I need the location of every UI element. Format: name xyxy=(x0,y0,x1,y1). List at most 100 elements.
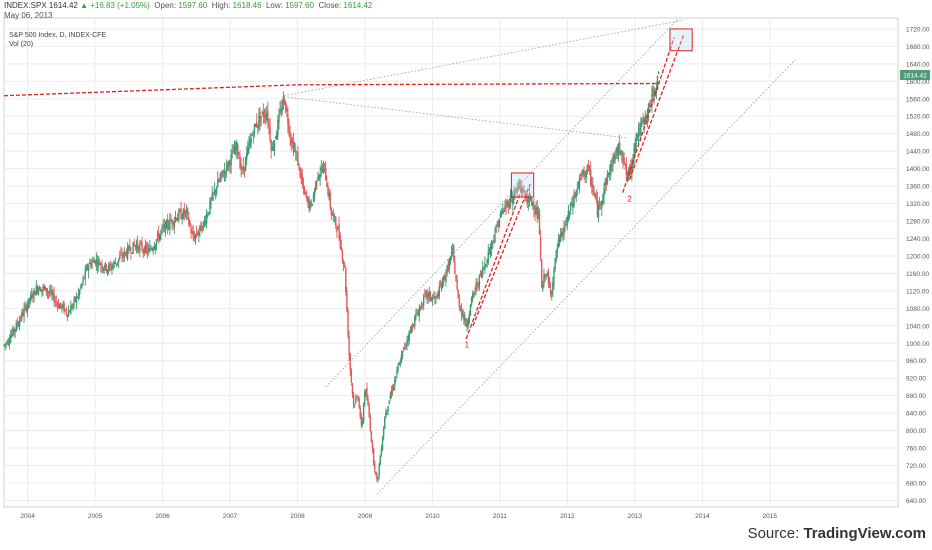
y-tick-label: 1040.00 xyxy=(906,323,930,330)
trendline-gray[interactable] xyxy=(325,17,680,388)
candle-body xyxy=(579,174,582,176)
y-tick-label: 640.00 xyxy=(906,498,926,505)
candle-body xyxy=(189,221,191,227)
candle-body xyxy=(563,226,565,235)
candle-body xyxy=(169,219,171,229)
symbol-header: INDEX:SPX 1614.42 ▲ +16.83 (+1.05%) Open… xyxy=(4,1,372,11)
candle-body xyxy=(238,158,240,159)
highlight-box[interactable] xyxy=(669,28,693,52)
candle-body xyxy=(307,198,309,202)
candle-body xyxy=(46,291,49,293)
candle-body xyxy=(508,204,511,208)
candle-body xyxy=(353,404,356,406)
open-value: 1597.60 xyxy=(178,1,208,10)
candle-body xyxy=(556,247,559,253)
candle-body xyxy=(63,303,65,312)
candle-body xyxy=(87,265,90,272)
candle-body xyxy=(233,146,236,154)
candle-body xyxy=(613,154,615,163)
volume-indicator[interactable]: Vol (20) xyxy=(9,41,34,48)
candle-body xyxy=(242,165,245,170)
candle-body xyxy=(245,152,248,160)
candle-body xyxy=(397,366,399,370)
trendline-red[interactable] xyxy=(472,183,531,327)
candle-body xyxy=(437,295,439,298)
candle-body xyxy=(443,276,445,280)
candle-body xyxy=(618,142,621,153)
wave-annotation[interactable]: 2 xyxy=(627,194,632,203)
candle-body xyxy=(423,295,425,306)
candle-body xyxy=(210,199,212,201)
candle-body xyxy=(448,260,451,269)
candle-body xyxy=(468,314,471,323)
candle-body xyxy=(132,242,134,254)
close-value: 1614.42 xyxy=(343,1,373,10)
low-value: 1597.60 xyxy=(285,1,315,10)
candle-body xyxy=(614,154,616,160)
candle-body xyxy=(578,176,581,186)
y-tick-label: 840.00 xyxy=(906,411,926,418)
candle-body xyxy=(259,112,261,122)
candle-body xyxy=(635,133,638,142)
candle-body xyxy=(282,95,285,105)
trendline-gray[interactable] xyxy=(283,19,684,97)
candle-body xyxy=(547,271,550,283)
candle-body xyxy=(71,305,73,309)
candle-body xyxy=(459,307,462,309)
trendline-red[interactable] xyxy=(622,37,675,193)
candle-body xyxy=(241,168,243,170)
x-tick-label: 2004 xyxy=(20,513,35,520)
candle-body xyxy=(217,179,219,188)
bar-date: May 06, 2013 xyxy=(4,11,53,20)
candle-body xyxy=(482,267,484,276)
x-tick-label: 2015 xyxy=(763,513,778,520)
y-tick-label: 1240.00 xyxy=(906,236,930,243)
candle-body xyxy=(248,144,250,146)
candle-body xyxy=(478,274,481,288)
candle-body xyxy=(195,232,198,235)
candle-body xyxy=(327,186,329,195)
candle-body xyxy=(576,189,579,190)
candle-body xyxy=(352,394,355,405)
trendline-red[interactable] xyxy=(465,188,523,340)
candle-body xyxy=(455,274,457,282)
candle-body xyxy=(116,262,119,263)
candle-body xyxy=(586,164,589,173)
candle-body xyxy=(444,275,446,280)
candle-body xyxy=(625,164,628,176)
candle-body xyxy=(293,149,296,151)
candle-body xyxy=(405,344,407,346)
candle-body xyxy=(15,322,17,331)
trendline-red[interactable] xyxy=(628,35,685,180)
candle-body xyxy=(264,115,267,118)
candle-body xyxy=(548,281,551,288)
candle-body xyxy=(441,278,444,288)
candle-body xyxy=(494,234,496,243)
candle-body xyxy=(351,383,354,395)
candle-body xyxy=(454,261,456,274)
candle-body xyxy=(94,260,96,265)
highlight-box[interactable] xyxy=(510,172,535,198)
candle-body xyxy=(30,295,32,302)
trendline-red[interactable] xyxy=(3,82,660,97)
candle-body xyxy=(429,291,432,300)
series-title[interactable]: S&P 500 Index, D, INDEX-CFE xyxy=(9,32,107,39)
candle-body xyxy=(573,195,575,206)
candle-body xyxy=(224,171,227,174)
candle-body xyxy=(336,228,338,232)
candle-body xyxy=(190,228,192,234)
candle-body xyxy=(222,175,225,177)
candle-body xyxy=(542,285,544,290)
candle-body xyxy=(317,176,319,180)
symbol-name[interactable]: INDEX:SPX xyxy=(4,1,47,10)
candle-body xyxy=(65,309,68,314)
candle-body xyxy=(33,289,35,297)
candle-body xyxy=(152,248,154,252)
candle-body xyxy=(464,317,466,322)
trendline-gray[interactable] xyxy=(376,59,796,495)
plot-area[interactable] xyxy=(3,17,899,508)
candle-body xyxy=(155,239,158,246)
candle-body xyxy=(17,324,20,327)
wave-annotation[interactable]: 1 xyxy=(465,341,470,350)
